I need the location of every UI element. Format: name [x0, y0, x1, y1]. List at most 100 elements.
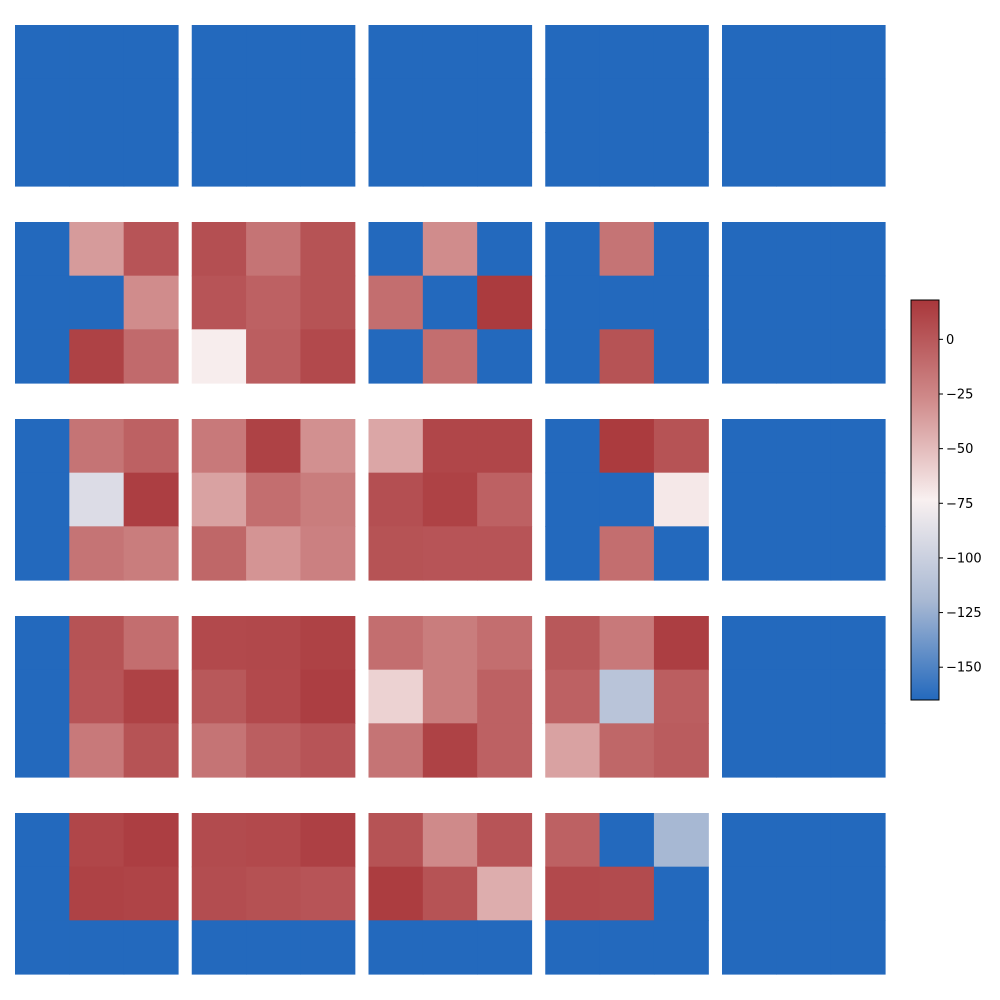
heatmap-cell — [545, 275, 601, 330]
heatmap-cell — [776, 132, 832, 187]
heatmap-cell — [69, 669, 125, 724]
heatmap-cell — [15, 329, 70, 384]
heatmap-cell — [368, 132, 424, 187]
heatmap-cell — [722, 472, 777, 527]
heatmap-cell — [422, 275, 478, 330]
heatmap-cell — [191, 920, 247, 975]
heatmap-cell — [545, 419, 601, 474]
heatmap-cell — [545, 132, 601, 187]
heatmap-cell — [599, 222, 655, 277]
heatmap-cell — [69, 329, 125, 384]
heatmap-panel — [722, 25, 886, 187]
heatmap-cell — [123, 920, 179, 975]
heatmap-cell — [422, 472, 478, 527]
heatmap-cell — [830, 920, 886, 975]
heatmap-cell — [123, 25, 179, 80]
colorbar-frame — [910, 299, 940, 701]
heatmap-cell — [776, 526, 832, 581]
heatmap-cell — [15, 866, 70, 921]
heatmap-cell — [15, 616, 70, 671]
heatmap-cell — [776, 275, 832, 330]
heatmap-cell — [830, 78, 886, 133]
heatmap-cell — [653, 813, 709, 868]
heatmap-cell — [246, 472, 302, 527]
heatmap-cell — [599, 669, 655, 724]
heatmap-cell — [246, 813, 302, 868]
heatmap-cell — [722, 25, 777, 80]
heatmap-cell — [69, 472, 125, 527]
heatmap-cell — [368, 419, 424, 474]
heatmap-cell — [653, 419, 709, 474]
colorbar-tick-label: −100 — [946, 551, 982, 566]
heatmap-cell — [776, 472, 832, 527]
heatmap-cell — [69, 275, 125, 330]
heatmap-panel — [191, 616, 356, 778]
heatmap-cell — [653, 472, 709, 527]
heatmap-panel — [545, 419, 709, 581]
heatmap-panels — [15, 25, 886, 975]
heatmap-panel — [368, 25, 533, 187]
heatmap-cell — [477, 472, 533, 527]
heatmap-cell — [15, 132, 70, 187]
heatmap-cell — [599, 920, 655, 975]
heatmap-cell — [123, 329, 179, 384]
heatmap-cell — [545, 222, 601, 277]
heatmap-cell — [246, 526, 302, 581]
heatmap-cell — [722, 222, 777, 277]
colorbar-tick-label: −125 — [946, 606, 982, 621]
heatmap-cell — [477, 25, 533, 80]
heatmap-cell — [722, 866, 777, 921]
heatmap-cell — [191, 526, 247, 581]
heatmap-cell — [123, 472, 179, 527]
heatmap-cell — [422, 132, 478, 187]
heatmap-cell — [123, 526, 179, 581]
heatmap-cell — [599, 275, 655, 330]
heatmap-panel — [191, 419, 356, 581]
heatmap-panel — [545, 222, 709, 384]
heatmap-cell — [545, 616, 601, 671]
heatmap-cell — [477, 616, 533, 671]
heatmap-cell — [830, 222, 886, 277]
colorbar-tick-label: −75 — [946, 497, 973, 512]
heatmap-cell — [368, 616, 424, 671]
heatmap-cell — [368, 526, 424, 581]
heatmap-cell — [15, 813, 70, 868]
heatmap-cell — [830, 866, 886, 921]
heatmap-cell — [477, 275, 533, 330]
heatmap-cell — [830, 132, 886, 187]
heatmap-panel — [15, 419, 179, 581]
heatmap-cell — [300, 472, 356, 527]
heatmap-cell — [123, 616, 179, 671]
heatmap-cell — [722, 669, 777, 724]
heatmap-cell — [300, 866, 356, 921]
heatmap-cell — [422, 25, 478, 80]
heatmap-cell — [368, 25, 424, 80]
heatmap-cell — [599, 419, 655, 474]
heatmap-cell — [300, 25, 356, 80]
heatmap-cell — [368, 813, 424, 868]
heatmap-cell — [722, 329, 777, 384]
heatmap-cell — [69, 616, 125, 671]
heatmap-cell — [191, 78, 247, 133]
heatmap-cell — [599, 616, 655, 671]
heatmap-cell — [477, 419, 533, 474]
heatmap-cell — [830, 419, 886, 474]
heatmap-cell — [191, 616, 247, 671]
heatmap-cell — [368, 723, 424, 778]
heatmap-cell — [123, 222, 179, 277]
heatmap-cell — [545, 78, 601, 133]
colorbar-tick-label: −50 — [946, 442, 973, 457]
heatmap-cell — [545, 25, 601, 80]
heatmap-cell — [191, 472, 247, 527]
heatmap-cell — [300, 526, 356, 581]
heatmap-cell — [15, 78, 70, 133]
heatmap-cell — [830, 813, 886, 868]
heatmap-cell — [191, 419, 247, 474]
heatmap-cell — [246, 723, 302, 778]
colorbar-tick-label: −150 — [946, 661, 982, 676]
heatmap-cell — [477, 723, 533, 778]
heatmap-cell — [191, 25, 247, 80]
heatmap-cell — [776, 25, 832, 80]
heatmap-cell — [246, 616, 302, 671]
heatmap-cell — [422, 866, 478, 921]
